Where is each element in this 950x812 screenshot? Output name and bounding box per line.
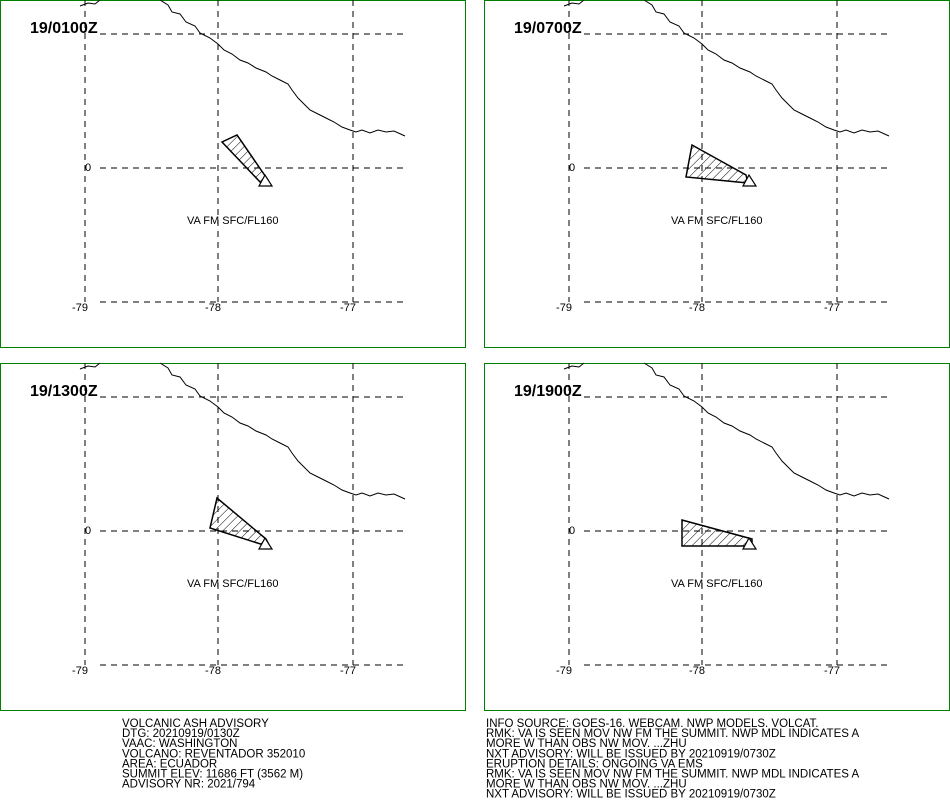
advisory-line: ADVISORY NR: 2021/794 bbox=[122, 779, 256, 791]
coastline bbox=[643, 0, 890, 137]
coastline bbox=[643, 362, 890, 500]
volcano-symbol bbox=[257, 536, 274, 550]
layer-label: VA FM SFC/FL160 bbox=[671, 578, 763, 590]
latitude-label: 0 bbox=[569, 525, 575, 537]
valid-time: 19/1900Z bbox=[514, 383, 582, 400]
ash-cloud bbox=[220, 134, 270, 185]
volcano-symbol bbox=[257, 173, 274, 187]
layer-label: VA FM SFC/FL160 bbox=[671, 215, 763, 227]
advisory-line: VAAC: WASHINGTON bbox=[122, 738, 237, 750]
advisory-line: NXT ADVISORY: WILL BE ISSUED BY 20210919… bbox=[486, 748, 776, 760]
latitude-label: 0 bbox=[569, 162, 575, 174]
ash-cloud bbox=[681, 519, 753, 547]
advisory-line: VOLCANO: REVENTADOR 352010 bbox=[122, 748, 305, 760]
longitude-label: -78 bbox=[205, 302, 221, 314]
advisory-line: MORE W THAN OBS NW MOV. ...ZHU bbox=[486, 738, 687, 750]
coastline bbox=[159, 0, 406, 137]
longitude-label: -79 bbox=[556, 302, 572, 314]
advisory-line: MORE W THAN OBS NW MOV. ...ZHU bbox=[486, 779, 687, 791]
map-panel: 19/0100Z 0 -79 -78 -77 VA FM SFC/FL160 bbox=[0, 0, 466, 348]
coastline bbox=[563, 0, 585, 7]
layer-label: VA FM SFC/FL160 bbox=[187, 578, 279, 590]
valid-time: 19/0100Z bbox=[30, 20, 98, 37]
advisory-line: RMK: VA IS SEEN MOV NW FM THE SUMMIT. NW… bbox=[486, 728, 859, 740]
advisory-line: AREA: ECUADOR bbox=[122, 758, 217, 770]
layer-label: VA FM SFC/FL160 bbox=[187, 215, 279, 227]
longitude-label: -78 bbox=[689, 665, 705, 677]
ash-cloud bbox=[209, 496, 272, 549]
latitude-label: 0 bbox=[85, 525, 91, 537]
map-panel: 19/1300Z 0 -79 -78 -77 VA FM SFC/FL160 bbox=[0, 362, 466, 711]
advisory-line: RMK: VA IS SEEN MOV NW FM THE SUMMIT. NW… bbox=[486, 769, 859, 781]
longitude-label: -77 bbox=[824, 302, 840, 314]
advisory-remarks: INFO SOURCE: GOES-16. WEBCAM. NWP MODELS… bbox=[486, 718, 859, 801]
ash-cloud bbox=[685, 143, 749, 184]
advisory-line: ERUPTION DETAILS: ONGOING VA EMS bbox=[486, 758, 703, 770]
panel-frame bbox=[0, 0, 466, 348]
longitude-label: -78 bbox=[205, 665, 221, 677]
coastline bbox=[79, 362, 101, 370]
longitude-label: -77 bbox=[824, 665, 840, 677]
coastline bbox=[159, 362, 406, 500]
advisory-line: NXT ADVISORY: WILL BE ISSUED BY 20210919… bbox=[486, 789, 776, 801]
longitude-label: -77 bbox=[340, 302, 356, 314]
longitude-label: -79 bbox=[556, 665, 572, 677]
map-panel: 19/0700Z 0 -79 -78 -77 VA FM SFC/FL160 bbox=[484, 0, 950, 348]
advisory-line: INFO SOURCE: GOES-16. WEBCAM. NWP MODELS… bbox=[486, 718, 819, 730]
longitude-label: -78 bbox=[689, 302, 705, 314]
volcano-symbol bbox=[741, 536, 758, 550]
longitude-label: -79 bbox=[72, 665, 88, 677]
volcano-symbol bbox=[741, 173, 758, 187]
valid-time: 19/1300Z bbox=[30, 383, 98, 400]
advisory-line: SUMMIT ELEV: 11686 FT (3562 M) bbox=[122, 769, 303, 781]
longitude-label: -77 bbox=[340, 665, 356, 677]
panel-frame bbox=[0, 363, 466, 711]
advisory-line: DTG: 20210919/0130Z bbox=[122, 728, 240, 740]
coastline bbox=[563, 362, 585, 370]
longitude-label: -79 bbox=[72, 302, 88, 314]
valid-time: 19/0700Z bbox=[514, 20, 582, 37]
advisory-line: VOLCANIC ASH ADVISORY bbox=[122, 718, 269, 730]
latitude-label: 0 bbox=[85, 162, 91, 174]
coastline bbox=[79, 0, 101, 7]
map-panel: 19/1900Z 0 -79 -78 -77 VA FM SFC/FL160 bbox=[484, 362, 950, 711]
